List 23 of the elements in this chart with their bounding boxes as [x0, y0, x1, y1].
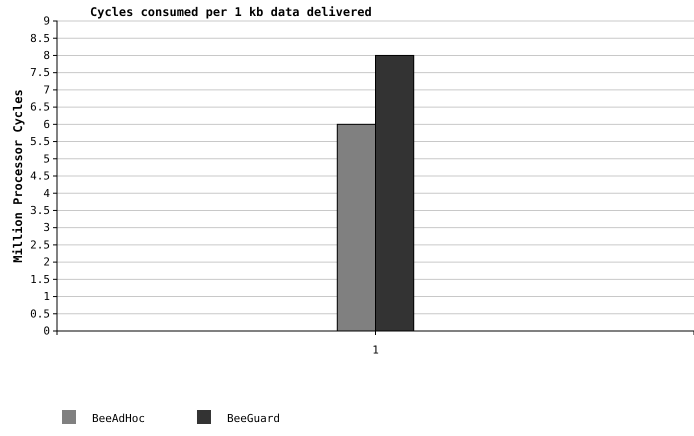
- y-tick-label: 6: [43, 118, 50, 131]
- y-tick-label: 6.5: [30, 100, 50, 114]
- y-tick-label: 7: [43, 83, 50, 96]
- y-tick-label: 4: [43, 186, 50, 200]
- y-tick-label: 0.5: [30, 307, 50, 320]
- y-tick-label: 1: [43, 290, 50, 304]
- y-tick-label: 8: [43, 48, 50, 62]
- chart-title: Cycles consumed per 1 kb data delivered: [90, 5, 372, 19]
- legend-label: BeeGuard: [226, 412, 280, 425]
- y-tick-label: 8.5: [30, 32, 50, 45]
- y-axis-title: Million Processor Cycles: [11, 89, 25, 263]
- legend-label: BeeAdHoc: [92, 412, 145, 425]
- y-tick-label: 5: [43, 152, 50, 166]
- y-tick-label: 7.5: [30, 66, 50, 80]
- y-tick-label: 3: [43, 221, 50, 234]
- y-tick-label: 9: [43, 14, 50, 28]
- y-tick-label: 4.5: [30, 170, 50, 183]
- y-tick-label: 3.5: [30, 204, 50, 217]
- y-tick-label: 2.5: [30, 238, 50, 252]
- y-tick-label: 1.5: [30, 272, 50, 286]
- y-tick-label: 2: [43, 256, 50, 269]
- y-tick-label: 0: [43, 324, 50, 338]
- y-tick-label: 5.5: [30, 135, 50, 148]
